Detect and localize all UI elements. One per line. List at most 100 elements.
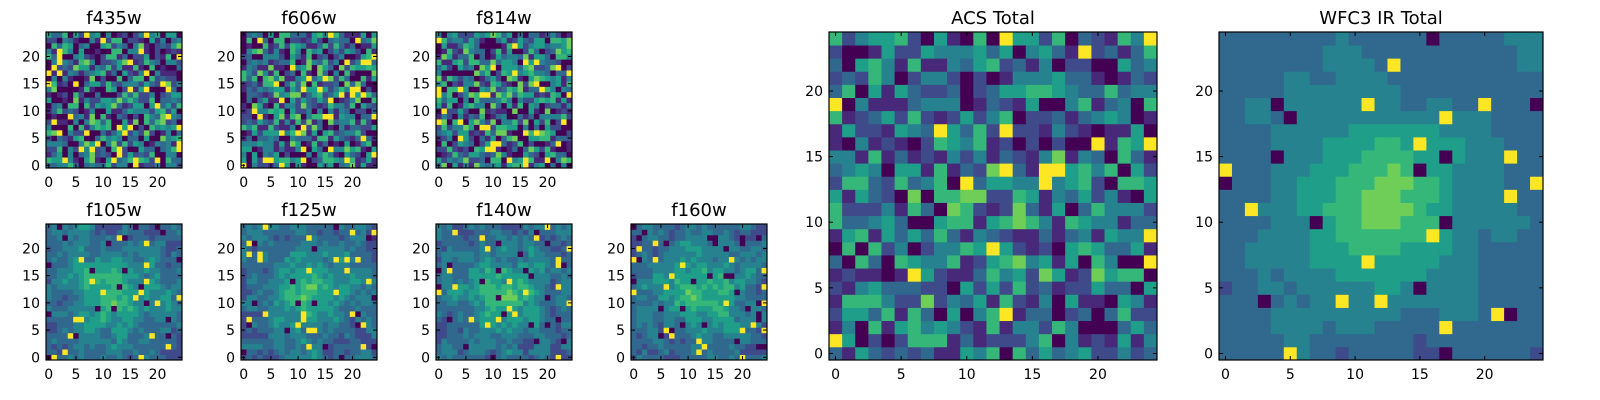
heatmap-cell — [122, 157, 128, 163]
heatmap-cell — [495, 256, 502, 263]
heatmap-cell — [279, 343, 285, 350]
heatmap-cell — [165, 321, 172, 328]
heatmap-cell — [490, 135, 497, 142]
heatmap-cell — [67, 151, 74, 158]
heatmap-cell — [160, 75, 167, 82]
heatmap-cell — [143, 64, 150, 71]
heatmap-cell — [631, 321, 637, 328]
heatmap-cell — [138, 64, 145, 71]
heatmap-cell — [512, 108, 518, 114]
heatmap-cell — [306, 108, 313, 114]
heatmap-cell — [1025, 281, 1040, 295]
heatmap-cell — [51, 332, 58, 339]
heatmap-cell — [868, 215, 882, 230]
heatmap-cell — [94, 338, 101, 345]
heatmap-cell — [268, 343, 275, 350]
heatmap-cell — [284, 289, 291, 296]
heatmap-cell — [262, 64, 269, 71]
heatmap-cell — [1104, 320, 1119, 335]
heatmap-cell — [149, 349, 156, 355]
heatmap-cell — [468, 119, 475, 125]
heatmap-cell — [154, 256, 161, 263]
heatmap-cell — [544, 97, 551, 104]
heatmap-cell — [446, 102, 453, 109]
heatmap-cell — [165, 53, 172, 60]
heatmap-cell — [165, 256, 172, 263]
heatmap-cell — [986, 241, 1000, 256]
heatmap-cell — [262, 124, 269, 131]
heatmap-cell — [46, 256, 52, 263]
heatmap-cell — [154, 229, 161, 236]
heatmap-cell — [756, 256, 762, 263]
heatmap-cell — [160, 151, 167, 158]
heatmap-cell — [436, 332, 442, 339]
heatmap-cell — [539, 332, 546, 339]
heatmap-cell — [495, 311, 502, 317]
heatmap-cell — [550, 262, 557, 268]
heatmap-cell — [479, 327, 486, 334]
heatmap-cell — [457, 294, 464, 301]
heatmap-cell — [257, 343, 264, 350]
heatmap-cell — [154, 86, 161, 93]
x-tick-label: 20 — [344, 175, 362, 191]
heatmap-cell — [490, 338, 497, 345]
heatmap-cell — [479, 354, 486, 361]
heatmap-cell — [78, 64, 85, 71]
heatmap-cell — [89, 135, 96, 142]
heatmap-cell — [349, 86, 356, 93]
heatmap-cell — [62, 32, 69, 38]
heatmap-cell — [669, 278, 675, 285]
heatmap-cell — [176, 349, 183, 355]
heatmap-cell — [176, 113, 183, 120]
heatmap-cell — [73, 37, 80, 44]
heatmap-cell — [701, 272, 708, 279]
heatmap-cell — [566, 140, 573, 147]
heatmap-cell — [338, 86, 345, 93]
heatmap-cell — [262, 151, 269, 158]
heatmap-cell — [463, 272, 470, 279]
heatmap-cell — [907, 215, 922, 230]
heatmap-cell — [51, 267, 58, 274]
heatmap-cell — [539, 305, 546, 312]
heatmap-cell — [143, 97, 150, 104]
heatmap-cell — [328, 240, 334, 247]
heatmap-cell — [171, 162, 177, 169]
heatmap-cell — [56, 113, 63, 120]
heatmap-cell — [143, 256, 150, 263]
heatmap-cell — [311, 53, 318, 60]
heatmap-cell — [707, 327, 713, 334]
heatmap-cell — [506, 327, 513, 334]
heatmap-cell — [718, 332, 724, 339]
heatmap-cell — [366, 224, 372, 230]
heatmap-cell — [133, 124, 139, 131]
heatmap-cell — [268, 338, 275, 345]
heatmap-cell — [279, 262, 285, 268]
heatmap-cell — [284, 162, 291, 169]
heatmap-cell — [868, 281, 882, 295]
heatmap-cell — [46, 64, 52, 71]
heatmap-cell — [171, 349, 177, 355]
heatmap-cell — [306, 354, 313, 361]
heatmap-cell — [436, 113, 442, 120]
heatmap-cell — [723, 300, 730, 306]
heatmap-cell — [338, 256, 345, 263]
heatmap-cell — [539, 48, 546, 55]
heatmap-cell — [446, 300, 453, 306]
heatmap-cell — [51, 262, 58, 268]
heatmap-cell — [300, 129, 307, 136]
heatmap-cell — [306, 234, 313, 241]
heatmap-cell — [349, 113, 356, 120]
heatmap-cell — [100, 37, 107, 44]
heatmap-cell — [122, 311, 128, 317]
heatmap-cell — [920, 255, 935, 269]
heatmap-cell — [149, 267, 156, 274]
heatmap-cell — [289, 349, 296, 355]
heatmap-cell — [1130, 281, 1145, 295]
heatmap-cell — [679, 267, 686, 274]
heatmap-cell — [67, 354, 74, 361]
heatmap-cell — [933, 215, 948, 230]
heatmap-cell — [344, 80, 351, 87]
heatmap-cell — [745, 305, 752, 312]
heatmap-cell — [457, 80, 464, 87]
y-tick-label: 10 — [607, 296, 625, 312]
